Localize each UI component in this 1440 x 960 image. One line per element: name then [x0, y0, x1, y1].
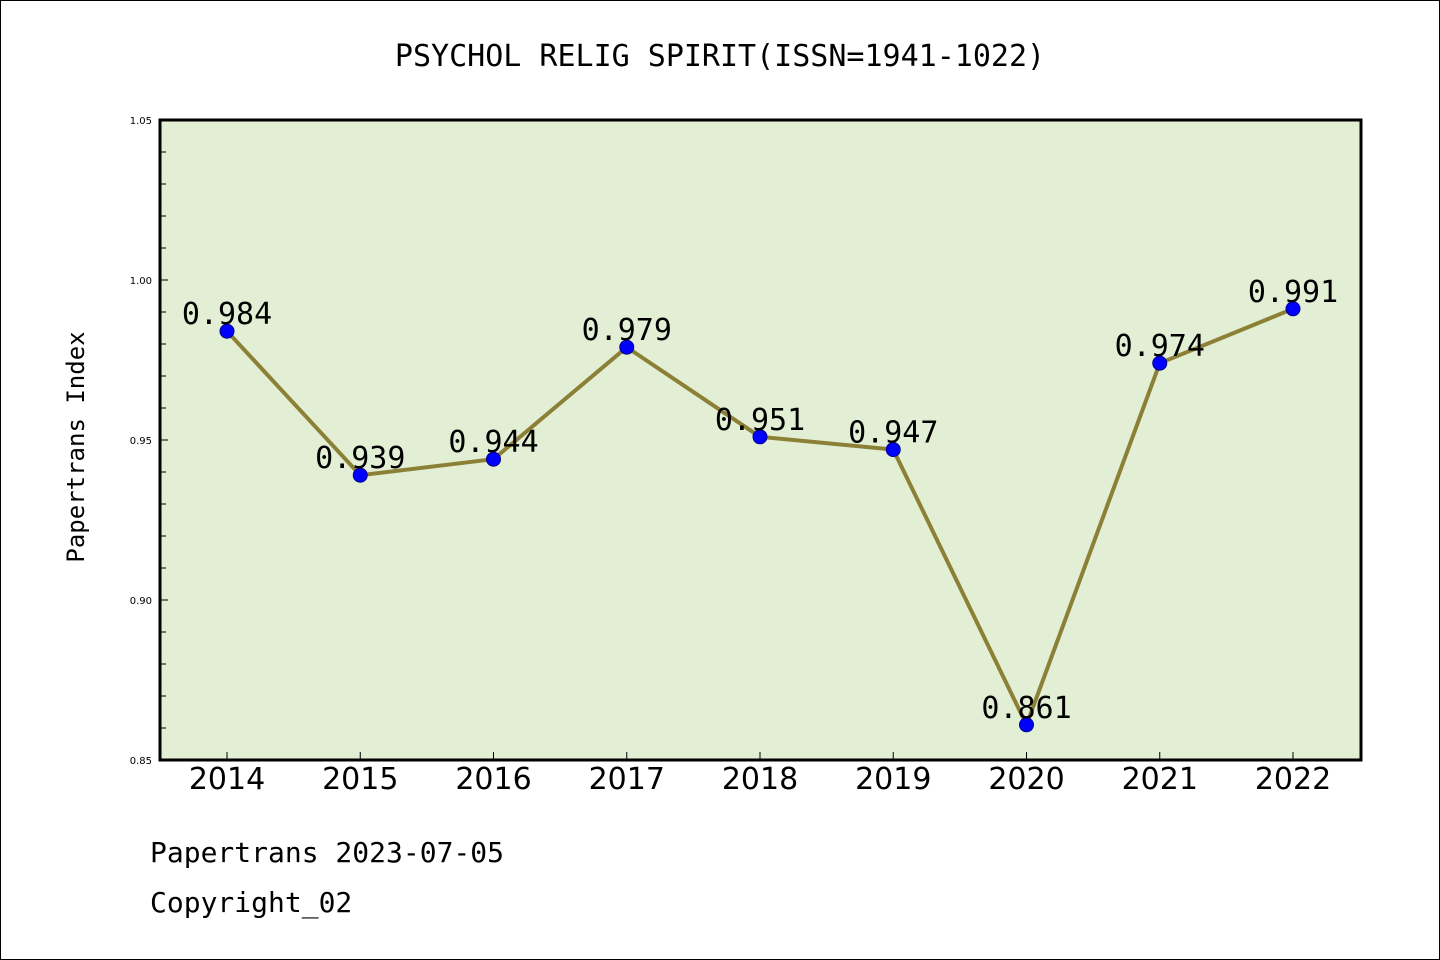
- data-label: 0.974: [1115, 329, 1205, 364]
- data-label: 0.991: [1248, 275, 1338, 310]
- x-tick-label: 2019: [855, 762, 931, 797]
- data-point: [1152, 355, 1168, 371]
- footer-date: Papertrans 2023-07-05: [150, 836, 505, 869]
- data-point: [885, 442, 901, 458]
- x-axis-ticks: 2014 2015 2016 2017 2018 2019 2020 2021 2022: [189, 752, 1331, 797]
- y-tick-label: 0.90: [130, 596, 152, 607]
- data-point: [619, 339, 635, 355]
- data-labels: 0.984 0.939 0.944 0.979 0.951 0.947 0.861 0.974…: [182, 275, 1338, 726]
- y-tick-label: 0.95: [130, 436, 152, 447]
- x-tick-label: 2020: [988, 762, 1064, 797]
- data-markers: [219, 301, 1301, 733]
- data-point: [219, 323, 235, 339]
- data-point: [1019, 717, 1034, 733]
- x-tick-label: 2022: [1255, 762, 1331, 797]
- data-label: 0.944: [448, 425, 538, 460]
- data-label: 0.984: [182, 297, 272, 332]
- data-label: 0.979: [582, 313, 672, 348]
- data-label: 0.861: [981, 691, 1071, 726]
- x-tick-label: 2016: [455, 762, 531, 797]
- x-tick-label: 2017: [589, 762, 665, 797]
- data-point: [352, 467, 368, 483]
- chart-title: PSYCHOL RELIG SPIRIT(ISSN=1941-1022): [395, 39, 1045, 74]
- data-label: 0.951: [715, 403, 805, 438]
- footer-copyright: Copyright_02: [150, 886, 353, 919]
- y-axis-label: Papertrans Index: [62, 331, 90, 562]
- y-tick-label: 1.05: [130, 116, 152, 127]
- data-label: 0.947: [848, 416, 938, 451]
- x-tick-label: 2021: [1122, 762, 1198, 797]
- data-point: [486, 451, 501, 467]
- x-tick-label: 2015: [322, 762, 398, 797]
- data-label: 0.939: [315, 441, 405, 476]
- x-tick-label: 2018: [722, 762, 798, 797]
- data-point: [1285, 301, 1301, 317]
- data-point: [752, 429, 768, 445]
- y-tick-label: 1.00: [130, 276, 152, 287]
- y-axis-ticks: 0.85 0.90 0.95 1.00 1.05: [130, 116, 168, 767]
- y-tick-label: 0.85: [130, 756, 152, 767]
- x-tick-label: 2014: [189, 762, 265, 797]
